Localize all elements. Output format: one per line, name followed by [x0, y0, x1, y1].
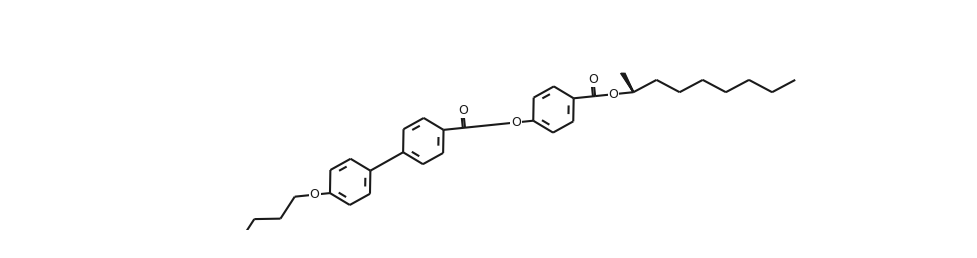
Text: O: O [609, 88, 618, 101]
Text: O: O [512, 116, 522, 129]
Text: O: O [310, 188, 319, 201]
Text: O: O [588, 73, 598, 86]
Text: O: O [458, 104, 468, 117]
